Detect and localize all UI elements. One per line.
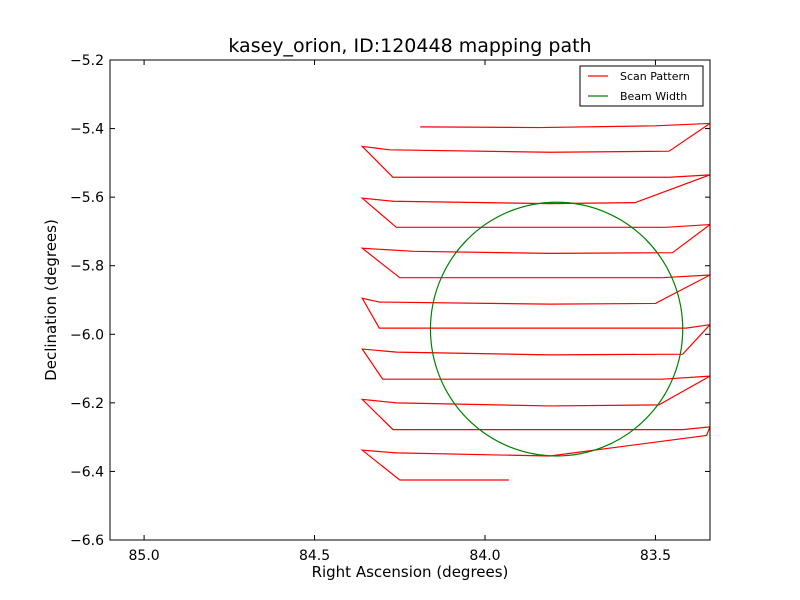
plot-content [360,122,710,481]
x-tick-label: 85.0 [129,548,160,564]
x-axis: 85.0 84.5 84.0 83.5 [129,60,671,564]
y-tick-label: −5.4 [70,122,104,138]
y-axis-label: Declination (degrees) [42,219,60,381]
y-tick-label: −6.4 [70,464,104,480]
x-tick-label: 83.5 [640,548,671,564]
legend-label-scan-pattern: Scan Pattern [620,70,690,83]
x-tick-label: 84.5 [299,548,330,564]
x-axis-label: Right Ascension (degrees) [312,563,509,581]
axes-frame [109,59,711,541]
series-scan-pattern-line [360,122,710,481]
y-tick-label: −6.0 [70,327,104,343]
y-tick-label: −6.2 [70,396,104,412]
legend: Scan Pattern Beam Width [579,65,704,107]
chart-title: kasey_orion, ID:120448 mapping path [228,35,591,57]
y-tick-label: −5.6 [70,190,104,206]
y-axis: −5.2 −5.4 −5.6 −5.8 −6.0 −6.2 −6.4 −6.6 [70,53,710,549]
series-beam-width-circle [429,201,684,457]
y-tick-label: −5.8 [70,259,104,275]
x-tick-label: 84.0 [469,548,500,564]
legend-label-beam-width: Beam Width [620,90,687,103]
legend-box [579,65,704,107]
y-tick-label: −6.6 [70,533,104,549]
y-tick-label: −5.2 [70,53,104,69]
